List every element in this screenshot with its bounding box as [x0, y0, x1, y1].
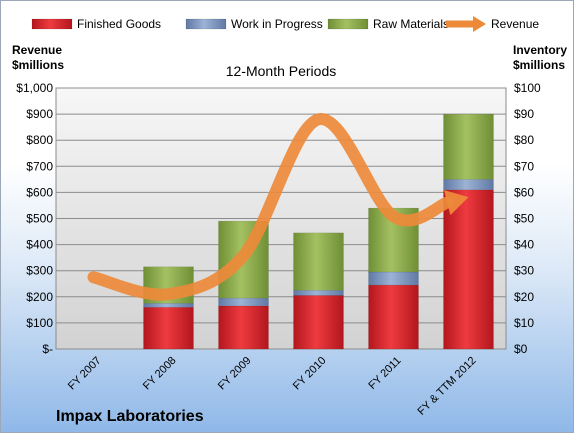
bar-raw-materials [443, 113, 494, 180]
right-tick-label: $40 [514, 238, 534, 252]
left-axis-title: Revenue [12, 43, 62, 57]
right-tick-label: $70 [514, 159, 534, 173]
left-tick-label: $400 [26, 238, 53, 252]
bar-finished-goods [368, 284, 419, 350]
right-axis-title-unit: $millions [513, 58, 565, 72]
left-tick-label: $700 [26, 159, 53, 173]
legend-swatch [327, 18, 369, 30]
legend-label: Revenue [491, 17, 539, 31]
bar-work-in-progress [218, 297, 269, 307]
left-tick-label: $300 [26, 264, 53, 278]
category-label: FY 2011 [366, 355, 403, 392]
right-tick-label: $100 [514, 81, 541, 95]
category-label: FY 2007 [66, 355, 104, 393]
legend-swatch [31, 18, 73, 30]
right-tick-label: $50 [514, 212, 534, 226]
left-tick-label: $1,000 [16, 81, 53, 95]
chart-title: 12-Month Periods [226, 63, 337, 79]
legend-arrow-swatch [473, 16, 486, 32]
left-tick-label: $- [42, 342, 53, 356]
bar-work-in-progress [443, 179, 494, 191]
right-tick-label: $10 [514, 316, 534, 330]
left-tick-label: $100 [26, 316, 53, 330]
bar-work-in-progress [293, 290, 344, 296]
left-tick-label: $200 [26, 290, 53, 304]
right-tick-label: $20 [514, 290, 534, 304]
legend-label: Raw Materials [373, 17, 449, 31]
legend-label: Finished Goods [77, 17, 161, 31]
revenue-arrowhead [443, 189, 469, 216]
category-label: FY 2008 [141, 355, 179, 393]
left-axis-title-unit: $millions [12, 58, 64, 72]
right-tick-label: $90 [514, 107, 534, 121]
right-axis-title: Inventory [513, 43, 567, 57]
right-tick-label: $30 [514, 264, 534, 278]
right-tick-label: $80 [514, 133, 534, 147]
company-name: Impax Laboratories [56, 408, 204, 425]
left-tick-label: $800 [26, 133, 53, 147]
right-tick-label: $0 [514, 342, 528, 356]
bar-raw-materials [293, 232, 344, 291]
bar-finished-goods [218, 305, 269, 350]
bar-work-in-progress [143, 303, 194, 308]
category-label: FY 2010 [291, 355, 329, 393]
revenue-line [87, 113, 454, 301]
bar-work-in-progress [368, 271, 419, 286]
category-label: FY & TTM 2012 [416, 355, 479, 418]
bar-finished-goods [443, 189, 494, 350]
legend-swatch [185, 18, 227, 30]
legend-label: Work in Progress [231, 17, 323, 31]
bar-finished-goods [293, 295, 344, 350]
category-label: FY 2009 [216, 355, 254, 393]
right-tick-label: $60 [514, 185, 534, 199]
left-tick-label: $900 [26, 107, 53, 121]
bar-finished-goods [143, 306, 194, 350]
left-tick-label: $600 [26, 185, 53, 199]
left-tick-label: $500 [26, 212, 53, 226]
